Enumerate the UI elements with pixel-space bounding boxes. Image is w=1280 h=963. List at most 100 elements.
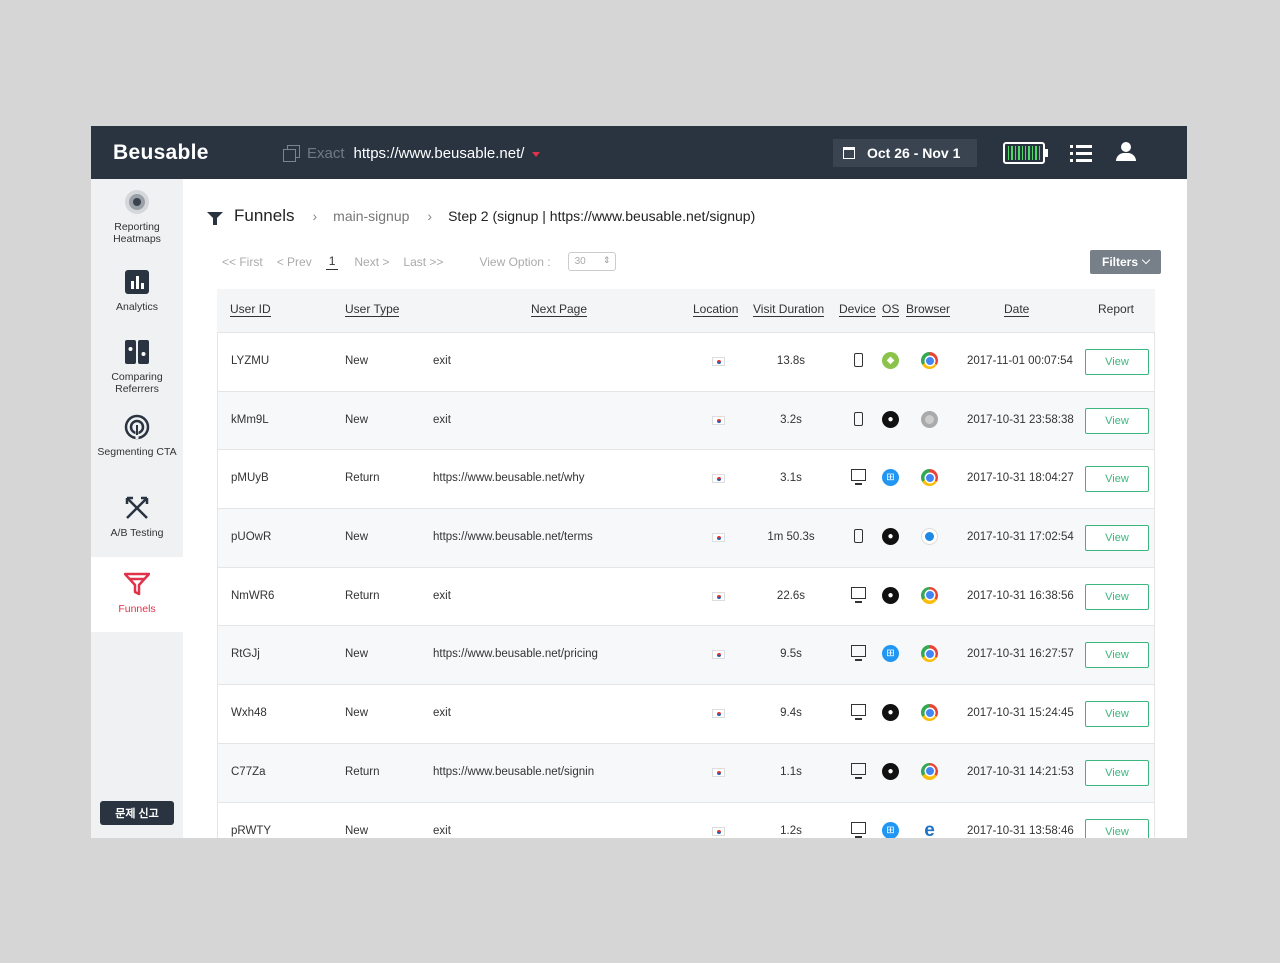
cell-user-type: New — [345, 648, 369, 661]
table-header: User ID User Type Next Page Location Vis… — [217, 289, 1155, 332]
cell-visit-duration: 9.5s — [780, 648, 802, 661]
sidebar-item-label: A/B Testing — [110, 527, 164, 539]
sidebar-item-label: Analytics — [115, 301, 158, 313]
view-report-button[interactable]: View — [1085, 466, 1149, 493]
cell-user-id: C77Za — [231, 765, 266, 778]
header-os[interactable]: OS — [882, 302, 900, 317]
view-report-button[interactable]: View — [1085, 701, 1149, 728]
mobile-device-icon — [854, 411, 863, 426]
cell-next-page: exit — [433, 355, 451, 367]
battery-icon[interactable] — [1003, 142, 1048, 164]
cell-date: 2017-10-31 18:04:27 — [967, 472, 1074, 485]
view-report-button[interactable]: View — [1085, 407, 1149, 434]
breadcrumb-funnel[interactable]: main-signup — [333, 208, 410, 224]
compare-icon — [124, 339, 150, 365]
view-report-button[interactable]: View — [1085, 583, 1149, 610]
desktop-device-icon — [851, 469, 866, 486]
table-row: Wxh48 New exit 9.4s ● 2017-10-31 15:24:45 View — [217, 684, 1155, 743]
logo[interactable]: Beusable — [113, 141, 209, 164]
sidebar-item-analytics[interactable]: Analytics — [91, 269, 183, 313]
url-value[interactable]: https://www.beusable.net/ — [353, 144, 525, 162]
header-user-id[interactable]: User ID — [230, 302, 271, 317]
header-location[interactable]: Location — [693, 302, 739, 317]
date-range-text: Oct 26 - Nov 1 — [867, 145, 961, 161]
apple-os-icon: ● — [882, 586, 899, 604]
breadcrumb: Funnels › main-signup › Step 2 (signup |… — [207, 206, 755, 226]
table-row: C77Za Return https://www.beusable.net/sign… — [217, 742, 1155, 802]
header-device[interactable]: Device — [839, 302, 876, 317]
header-next-page[interactable]: Next Page — [531, 302, 588, 317]
edge-browser-icon: e — [924, 819, 935, 839]
list-menu-icon[interactable] — [1070, 144, 1092, 162]
filters-button[interactable]: Filters — [1090, 250, 1161, 274]
header-date[interactable]: Date — [1004, 302, 1030, 317]
korea-flag-icon — [712, 650, 725, 660]
windows-os-icon: ⊞ — [882, 469, 899, 487]
chrome-browser-icon — [921, 469, 938, 487]
cell-user-id: NmWR6 — [231, 589, 275, 602]
view-report-button[interactable]: View — [1085, 818, 1149, 838]
cell-date: 2017-10-31 23:58:38 — [967, 413, 1074, 426]
next-page-link[interactable]: Next > — [354, 254, 390, 269]
cell-next-page: exit — [433, 589, 451, 602]
url-selector[interactable]: Exact https://www.beusable.net/ — [283, 143, 541, 163]
view-option-select[interactable]: 30 — [567, 252, 616, 271]
cell-visit-duration: 22.6s — [776, 589, 806, 602]
cell-user-type: New — [345, 707, 369, 720]
target-icon — [124, 414, 150, 440]
cell-next-page: exit — [433, 707, 451, 720]
cell-date: 2017-10-31 16:27:57 — [967, 648, 1074, 661]
view-report-button[interactable]: View — [1085, 525, 1149, 552]
chevron-down-icon[interactable] — [532, 152, 541, 157]
header-visit-duration[interactable]: Visit Duration — [753, 302, 825, 317]
sidebar-item-ab-testing[interactable]: A/B Testing — [91, 495, 183, 539]
cell-next-page: https://www.beusable.net/pricing — [433, 648, 598, 661]
sessions-table: User ID User Type Next Page Location Vis… — [217, 289, 1155, 838]
heatmap-icon — [124, 189, 150, 215]
desktop-device-icon — [851, 704, 866, 721]
mobile-device-icon — [854, 353, 863, 367]
header-browser[interactable]: Browser — [906, 302, 951, 317]
korea-flag-icon — [712, 591, 725, 601]
split-arrows-icon — [124, 495, 150, 521]
view-report-button[interactable]: View — [1085, 759, 1149, 786]
page-title[interactable]: Funnels — [234, 206, 295, 225]
last-page-link[interactable]: Last >> — [403, 254, 444, 269]
mobile-device-icon — [854, 529, 863, 544]
chrome-browser-icon — [921, 762, 938, 780]
safari-browser-icon — [921, 528, 938, 546]
cell-next-page: https://www.beusable.net/why — [433, 472, 585, 485]
user-icon[interactable] — [1116, 142, 1136, 162]
header-user-type[interactable]: User Type — [345, 302, 400, 317]
sidebar-item-funnels[interactable]: Funnels — [91, 557, 183, 632]
cell-user-type: New — [345, 355, 369, 367]
calendar-icon — [843, 147, 855, 159]
cell-date: 2017-10-31 17:02:54 — [967, 531, 1074, 544]
desktop-device-icon — [851, 762, 866, 779]
sidebar-item-reporting-heatmaps[interactable]: Reporting Heatmaps — [91, 189, 183, 245]
cell-user-type: Return — [345, 765, 380, 778]
korea-flag-icon — [712, 826, 725, 836]
cell-date: 2017-10-31 15:24:45 — [967, 707, 1074, 720]
current-page[interactable]: 1 — [325, 254, 339, 270]
table-row: pUOwR New https://www.beusable.net/terms 1m… — [217, 508, 1155, 567]
copy-icon[interactable] — [283, 145, 300, 162]
sidebar-item-label: Segmenting CTA — [97, 446, 177, 458]
view-report-button[interactable]: View — [1085, 349, 1149, 375]
prev-page-link[interactable]: < Prev — [276, 254, 312, 269]
sidebar-item-comparing-referrers[interactable]: Comparing Referrers — [91, 339, 183, 395]
korea-flag-icon — [712, 767, 725, 777]
chrome-browser-icon — [921, 704, 938, 722]
cell-user-type: New — [345, 531, 369, 544]
cell-user-id: LYZMU — [231, 355, 270, 367]
table-body: LYZMU New exit 13.8s ◆ 2017-11-01 00:07:54 Vie… — [217, 332, 1155, 838]
report-issue-button[interactable]: 문제 신고 — [100, 801, 174, 825]
view-report-button[interactable]: View — [1085, 642, 1149, 669]
cell-user-id: pUOwR — [231, 531, 272, 544]
header-report: Report — [1098, 302, 1135, 316]
chrome-browser-icon — [921, 352, 938, 369]
date-range-picker[interactable]: Oct 26 - Nov 1 — [833, 139, 977, 167]
sidebar-item-segmenting-cta[interactable]: Segmenting CTA — [91, 414, 183, 458]
cell-date: 2017-11-01 00:07:54 — [967, 355, 1073, 367]
first-page-link[interactable]: << First — [222, 254, 263, 269]
